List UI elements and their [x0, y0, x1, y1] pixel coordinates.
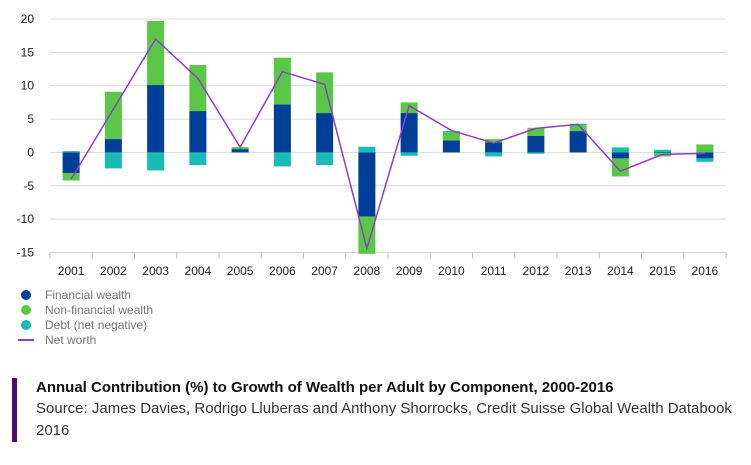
- bar-financial-wealth-2005: [231, 149, 249, 153]
- legend-line-net-worth-icon: [18, 338, 34, 341]
- bar-debt-net-negative-2008: [358, 146, 376, 153]
- bar-financial-wealth-2008: [358, 152, 376, 217]
- y-tick-label: 10: [21, 79, 35, 93]
- bar-financial-wealth-2014: [611, 152, 629, 159]
- legend-label: Non-financial wealth: [45, 302, 154, 317]
- x-tick-label: 2012: [523, 264, 550, 278]
- bar-non-financial-wealth-2010: [442, 132, 460, 141]
- bar-debt-net-negative-2001: [62, 151, 80, 153]
- bar-debt-net-negative-2015: [654, 149, 672, 153]
- bar-non-financial-wealth-2006: [273, 57, 291, 105]
- bar-financial-wealth-2011: [485, 142, 503, 153]
- x-tick-label: 2008: [354, 264, 381, 278]
- x-tick-label: 2003: [142, 264, 169, 278]
- bar-non-financial-wealth-2001: [62, 173, 80, 181]
- legend-item-debt: Debt (net negative): [18, 317, 153, 332]
- bar-financial-wealth-2016: [696, 152, 714, 159]
- x-tick-label: 2010: [438, 264, 465, 278]
- x-tick-label: 2015: [649, 264, 676, 278]
- legend-label: Financial wealth: [45, 287, 132, 302]
- legend-item-financial: Financial wealth: [18, 287, 153, 302]
- bars: [62, 21, 714, 254]
- bar-debt-net-negative-2006: [273, 152, 291, 167]
- bar-financial-wealth-2013: [569, 131, 587, 153]
- legend-label: Net worth: [45, 332, 97, 347]
- bar-non-financial-wealth-2003: [147, 21, 165, 86]
- bar-debt-net-negative-2002: [104, 152, 122, 169]
- legend-item-net-worth: Net worth: [18, 332, 153, 347]
- bar-non-financial-wealth-2004: [189, 65, 207, 112]
- x-tick-label: 2005: [227, 264, 254, 278]
- y-tick-label: 0: [27, 145, 34, 159]
- bar-debt-net-negative-2012: [527, 152, 545, 154]
- bar-non-financial-wealth-2008: [358, 216, 376, 254]
- bar-non-financial-wealth-2013: [569, 125, 587, 132]
- x-tick-label: 2006: [269, 264, 296, 278]
- bar-financial-wealth-2003: [147, 85, 165, 153]
- bar-financial-wealth-2012: [527, 135, 545, 153]
- bar-non-financial-wealth-2002: [104, 91, 122, 140]
- y-tick-label: 20: [21, 12, 35, 26]
- y-tick-label: 15: [21, 45, 35, 59]
- bar-debt-net-negative-2003: [147, 152, 165, 171]
- x-tick-label: 2009: [396, 264, 423, 278]
- x-tick-label: 2011: [481, 264, 507, 278]
- figure-caption: Annual Contribution (%) to Growth of Wea…: [12, 378, 751, 442]
- bar-debt-net-negative-2004: [189, 152, 207, 166]
- x-tick-label: 2004: [185, 264, 212, 278]
- legend-dot-financial-icon: [21, 289, 31, 300]
- bar-debt-net-negative-2007: [316, 152, 334, 166]
- bar-non-financial-wealth-2014: [611, 158, 629, 177]
- y-tick-label: -15: [17, 246, 35, 260]
- bar-non-financial-wealth-2012: [527, 127, 545, 136]
- legend-dot-debt-icon: [21, 319, 31, 330]
- bar-debt-net-negative-2011: [485, 152, 503, 157]
- caption-source: Source: James Davies, Rodrigo Lluberas a…: [36, 400, 732, 439]
- bar-non-financial-wealth-2016: [696, 144, 714, 153]
- net-worth-polyline: [70, 37, 705, 252]
- bar-financial-wealth-2010: [442, 140, 460, 153]
- caption-title: Annual Contribution (%) to Growth of Wea…: [36, 379, 614, 396]
- bar-debt-net-negative-2010: [442, 131, 460, 133]
- legend-dot-non-financial-icon: [21, 304, 31, 315]
- net-worth-line: [70, 37, 705, 252]
- legend-label: Debt (net negative): [45, 317, 148, 332]
- bar-financial-wealth-2004: [189, 111, 207, 153]
- y-tick-label: -10: [17, 212, 35, 226]
- bar-debt-net-negative-2016: [696, 158, 714, 162]
- x-tick-label: 2002: [100, 264, 127, 278]
- y-tick-label: -5: [23, 179, 34, 193]
- x-tick-label: 2007: [311, 264, 338, 278]
- x-tick-label: 2016: [692, 264, 719, 278]
- y-tick-label: 5: [27, 112, 34, 126]
- bar-debt-net-negative-2014: [611, 147, 629, 153]
- bar-financial-wealth-2002: [104, 139, 122, 153]
- bar-financial-wealth-2001: [62, 152, 80, 174]
- x-tick-label: 2014: [607, 264, 634, 278]
- bar-financial-wealth-2007: [316, 113, 334, 153]
- x-axis: 2001 2002 2003 2004 2005 2006 2007 2008 2009 2010…: [49, 252, 727, 278]
- bar-financial-wealth-2015: [654, 152, 672, 154]
- bar-debt-net-negative-2009: [400, 152, 418, 156]
- bar-non-financial-wealth-2011: [485, 139, 503, 143]
- bar-financial-wealth-2009: [400, 113, 418, 153]
- x-tick-label: 2001: [58, 264, 85, 278]
- legend: Financial wealth Non-financial wealth De…: [18, 287, 153, 347]
- legend-item-non-financial: Non-financial wealth: [18, 302, 153, 317]
- bar-financial-wealth-2006: [273, 104, 291, 153]
- y-axis: 20 15 10 5 0 -5 -10 -15: [17, 12, 35, 260]
- x-tick-label: 2013: [565, 264, 592, 278]
